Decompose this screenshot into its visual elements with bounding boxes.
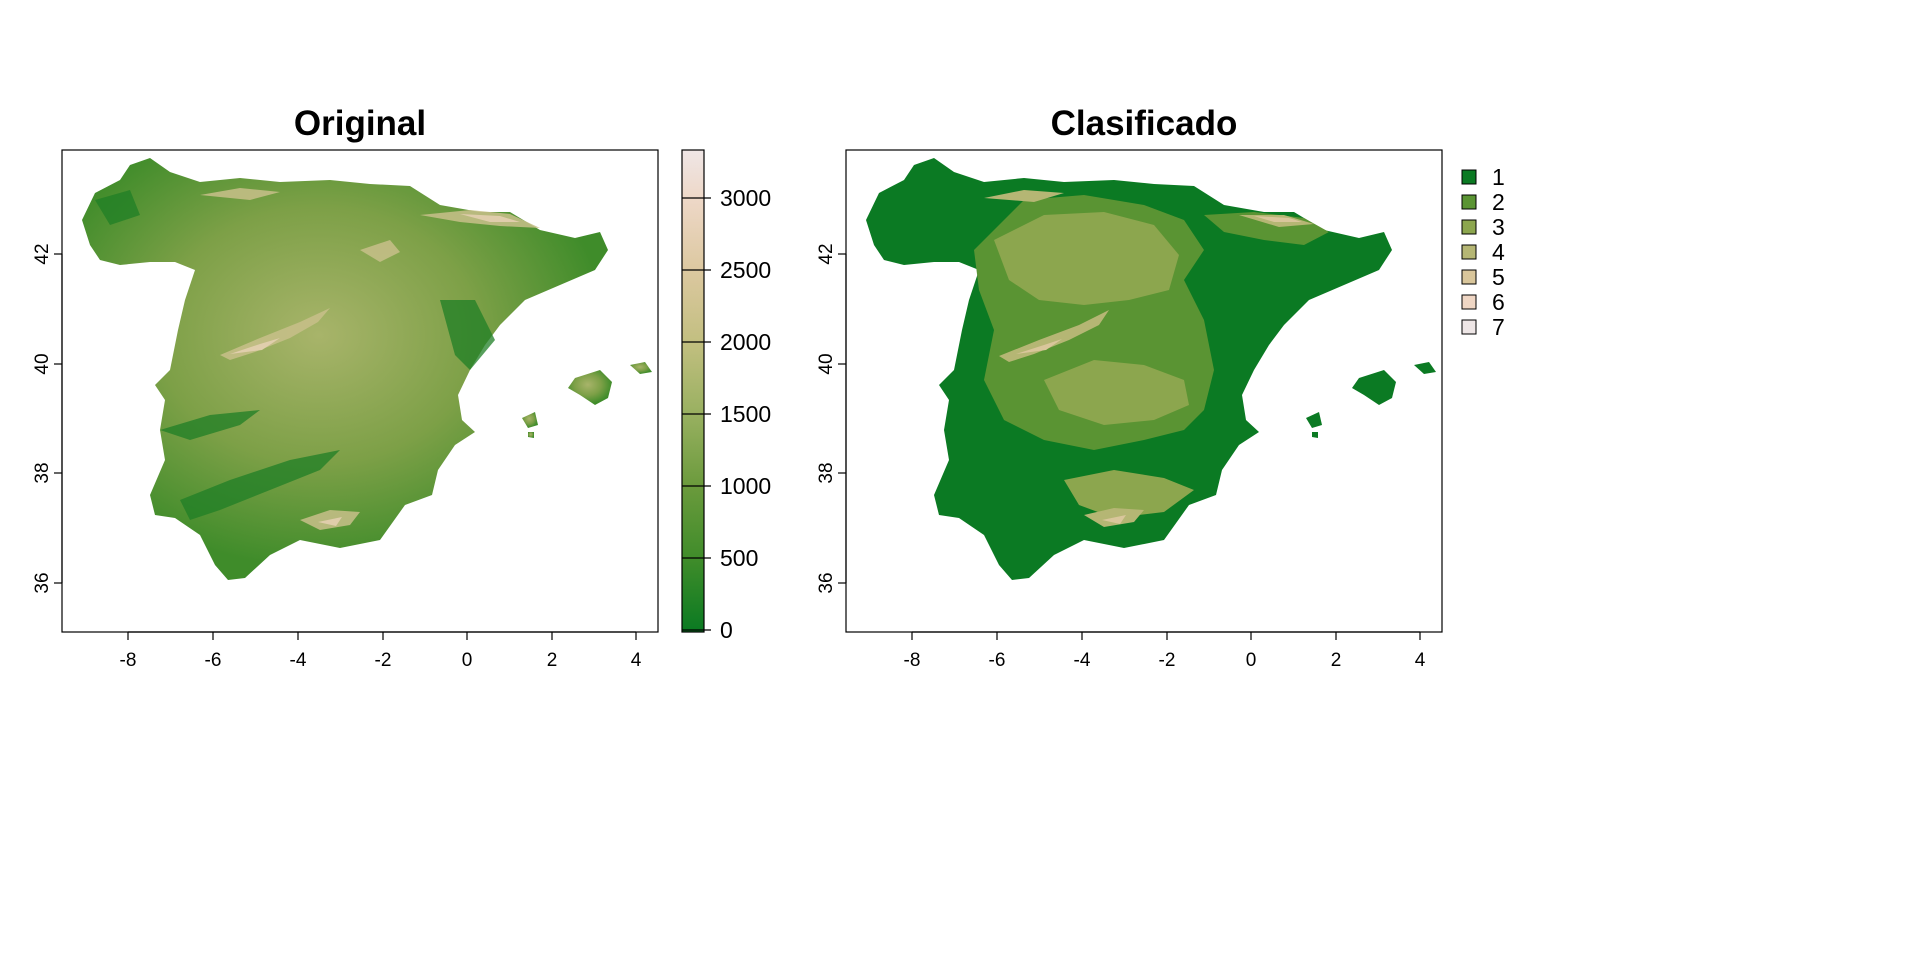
y-tick-label: 40 <box>816 353 837 374</box>
x-tick-label: -6 <box>989 650 1006 671</box>
legend-swatch <box>1461 169 1477 185</box>
y-tick-label: 42 <box>816 243 837 264</box>
colorbar-label: 1000 <box>720 473 771 499</box>
y-tick-label: 38 <box>816 462 837 483</box>
x-tick-label: -2 <box>1159 650 1176 671</box>
colorbar-label: 500 <box>720 545 758 571</box>
y-axis <box>54 253 63 584</box>
x-tick-label: -8 <box>904 650 921 671</box>
panel-classified: Clasificado <box>816 104 1505 671</box>
x-axis <box>127 631 637 640</box>
legend-label: 5 <box>1492 264 1505 290</box>
y-tick-labels: 36 38 40 42 <box>32 243 53 593</box>
x-tick-label: 0 <box>462 650 473 671</box>
colorbar-label: 2500 <box>720 257 771 283</box>
legend-swatch <box>1461 219 1477 235</box>
legend-label: 6 <box>1492 289 1505 315</box>
legend-label: 3 <box>1492 214 1505 240</box>
colorbar-label: 3000 <box>720 185 771 211</box>
y-tick-label: 36 <box>32 572 53 593</box>
legend-swatch <box>1461 319 1477 335</box>
y-tick-labels: 36 38 40 42 <box>816 243 837 593</box>
colorbar-label: 0 <box>720 617 733 643</box>
x-tick-label: -2 <box>375 650 392 671</box>
y-tick-label: 40 <box>32 353 53 374</box>
y-tick-label: 38 <box>32 462 53 483</box>
x-tick-label: -4 <box>1074 650 1091 671</box>
legend-swatch <box>1461 244 1477 260</box>
x-tick-labels: -8 -6 -4 -2 0 2 4 <box>904 650 1426 671</box>
classified-raster <box>866 158 1436 580</box>
x-tick-label: 0 <box>1246 650 1257 671</box>
class-legend: 1 2 3 4 5 6 7 <box>1461 164 1505 340</box>
legend-label: 2 <box>1492 189 1505 215</box>
panel-title: Clasificado <box>1051 104 1238 143</box>
y-tick-label: 42 <box>32 243 53 264</box>
x-axis <box>911 631 1421 640</box>
legend-label: 4 <box>1492 239 1505 265</box>
x-tick-label: -4 <box>290 650 307 671</box>
y-axis <box>838 253 847 584</box>
panel-title: Original <box>294 104 426 143</box>
x-tick-label: 2 <box>547 650 558 671</box>
elevation-raster <box>82 158 652 580</box>
x-tick-label: 4 <box>631 650 642 671</box>
x-tick-label: -6 <box>205 650 222 671</box>
colorbar: 0 500 1000 1500 2000 2500 3000 <box>681 149 771 643</box>
legend-label: 7 <box>1492 314 1505 340</box>
legend-swatch <box>1461 194 1477 210</box>
legend-swatch <box>1461 294 1477 310</box>
colorbar-label: 1500 <box>720 401 771 427</box>
panel-original: Original <box>32 104 771 671</box>
y-tick-label: 36 <box>816 572 837 593</box>
x-tick-label: -8 <box>120 650 137 671</box>
x-tick-label: 4 <box>1415 650 1426 671</box>
x-tick-labels: -8 -6 -4 -2 0 2 4 <box>120 650 642 671</box>
colorbar-ramp <box>681 149 705 633</box>
legend-label: 1 <box>1492 164 1505 190</box>
colorbar-label: 2000 <box>720 329 771 355</box>
x-tick-label: 2 <box>1331 650 1342 671</box>
legend-swatch <box>1461 269 1477 285</box>
